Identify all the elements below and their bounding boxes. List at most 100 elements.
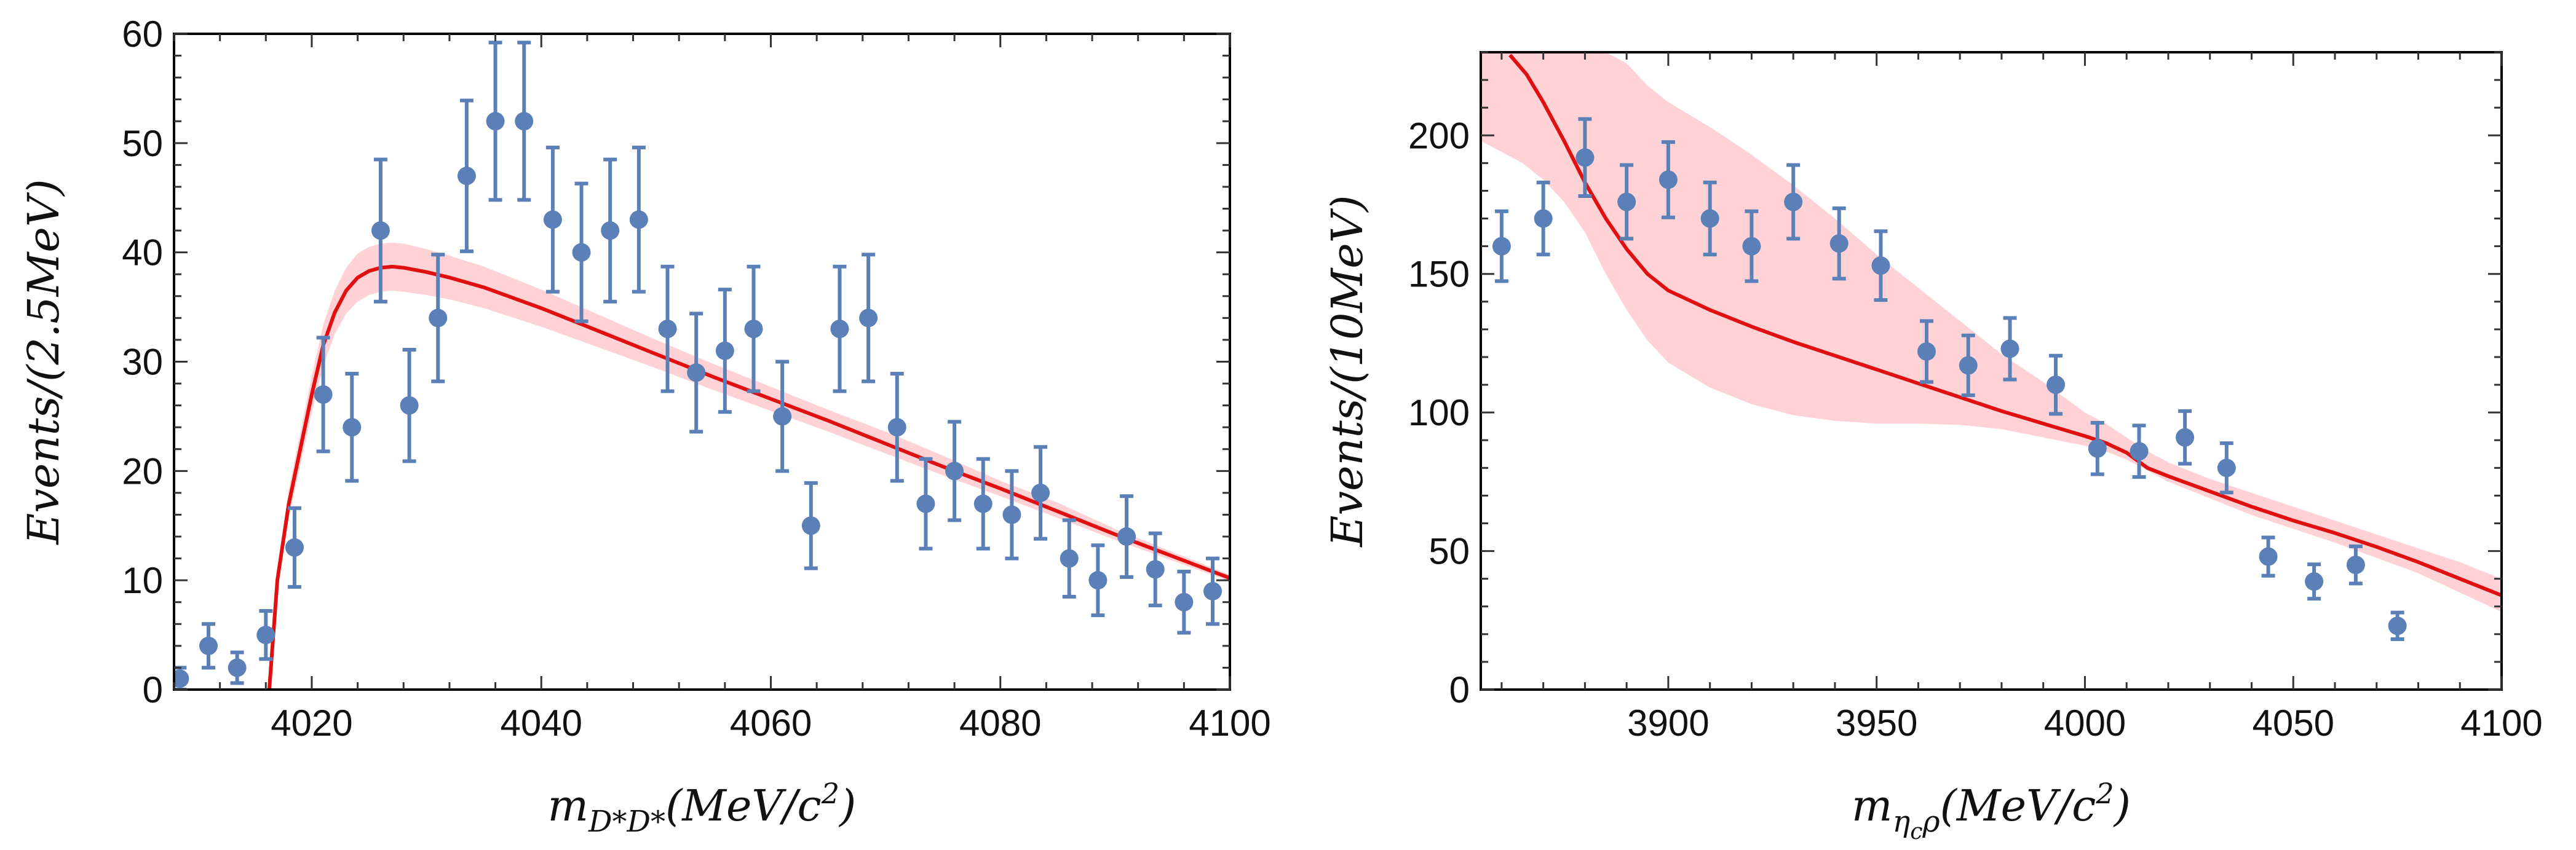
data-marker: [1871, 256, 1890, 275]
data-point: [801, 481, 820, 570]
x-tick-label: 4050: [2252, 702, 2334, 744]
data-point: [1917, 319, 1936, 384]
fit-uncertainty-band: [1481, 52, 2502, 612]
data-point: [744, 264, 763, 393]
data-marker: [773, 407, 792, 426]
data-point: [1700, 180, 1719, 257]
data-point: [887, 372, 906, 483]
data-marker: [1575, 148, 1595, 167]
data-point: [1742, 209, 1761, 283]
data-point: [199, 622, 218, 670]
data-point: [773, 360, 792, 473]
data-marker: [859, 309, 878, 328]
right-chart: 3900 3950 4000 4050 4100 0 50 100 150 200 mηcρ(MeV…: [1322, 51, 2543, 844]
data-point: [572, 181, 591, 323]
data-point: [1088, 543, 1108, 618]
data-marker: [916, 494, 935, 513]
data-point: [2259, 535, 2278, 578]
x-tick-label: 4000: [2044, 702, 2126, 744]
data-point: [916, 457, 935, 551]
x-tick-label: 4100: [2460, 702, 2542, 744]
x-tick-label: 3950: [1836, 702, 1917, 744]
data-point: [1871, 229, 1890, 302]
data-point: [1117, 494, 1136, 579]
x-tick-label: 4080: [959, 702, 1041, 744]
data-point: [687, 312, 706, 434]
data-point: [1659, 140, 1678, 219]
data-point: [2176, 409, 2195, 466]
x-tick-label: 4020: [271, 702, 352, 744]
data-marker: [1534, 209, 1553, 228]
x-tick-label: 3900: [1627, 702, 1709, 744]
data-point: [1146, 531, 1165, 608]
data-marker: [2047, 376, 2066, 395]
data-marker: [515, 112, 534, 131]
data-marker: [2088, 439, 2107, 458]
data-marker: [1829, 234, 1849, 253]
data-marker: [543, 210, 562, 229]
y-tick-label: 20: [122, 451, 163, 492]
data-point: [457, 98, 476, 253]
data-point: [2088, 420, 2107, 476]
data-point: [1492, 209, 1511, 283]
data-point: [429, 253, 448, 384]
y-axis-title: Events/(10MeV): [1322, 195, 1373, 548]
x-tick-label: 4040: [500, 702, 582, 744]
y-tick-label: 60: [122, 14, 163, 55]
data-point: [945, 420, 964, 522]
y-tick-label: 40: [122, 232, 163, 273]
data-marker: [1959, 356, 1978, 375]
data-marker: [1700, 209, 1719, 228]
data-marker: [486, 112, 505, 131]
data-marker: [371, 221, 390, 240]
data-point: [2130, 423, 2149, 479]
data-point: [228, 650, 247, 685]
x-tick-label: 4060: [730, 702, 812, 744]
data-marker: [830, 320, 849, 339]
data-marker: [1146, 560, 1165, 579]
data-point: [256, 608, 275, 661]
data-point: [2346, 544, 2365, 586]
data-point: [1203, 556, 1223, 626]
plot-area: [174, 41, 1230, 690]
data-marker: [228, 658, 247, 677]
data-point: [629, 145, 648, 294]
data-point: [830, 264, 849, 393]
y-tick-label: 50: [1429, 531, 1470, 572]
y-tick-label: 10: [122, 560, 163, 601]
data-marker: [1117, 527, 1136, 546]
data-point: [658, 264, 677, 393]
data-marker: [2346, 556, 2365, 575]
data-point: [543, 145, 562, 294]
data-point: [1617, 163, 1636, 241]
data-marker: [601, 221, 620, 240]
data-marker: [256, 626, 275, 645]
data-marker: [1060, 549, 1079, 568]
data-marker: [1917, 342, 1936, 361]
data-point: [400, 347, 419, 463]
data-point: [2388, 610, 2407, 641]
data-marker: [343, 418, 362, 437]
data-point: [515, 41, 534, 202]
y-tick-label: 30: [122, 342, 163, 383]
data-marker: [687, 363, 706, 382]
y-tick-label: 200: [1408, 115, 1470, 156]
data-point: [2217, 441, 2236, 495]
data-marker: [2130, 442, 2149, 461]
data-marker: [457, 167, 476, 186]
data-point: [1060, 518, 1079, 599]
data-marker: [887, 418, 906, 437]
y-tick-label: 0: [143, 669, 163, 710]
x-axis-title: mD*D*(MeV/c2): [548, 777, 857, 839]
x-tick-label: 4100: [1189, 702, 1270, 744]
data-marker: [1742, 237, 1761, 256]
plot-area: [1481, 52, 2502, 641]
data-point: [973, 457, 993, 551]
data-point: [1829, 206, 1849, 281]
data-marker: [2259, 547, 2278, 566]
data-point: [314, 336, 333, 454]
data-point: [1175, 569, 1194, 635]
data-point: [1002, 469, 1021, 561]
data-marker: [314, 385, 333, 404]
